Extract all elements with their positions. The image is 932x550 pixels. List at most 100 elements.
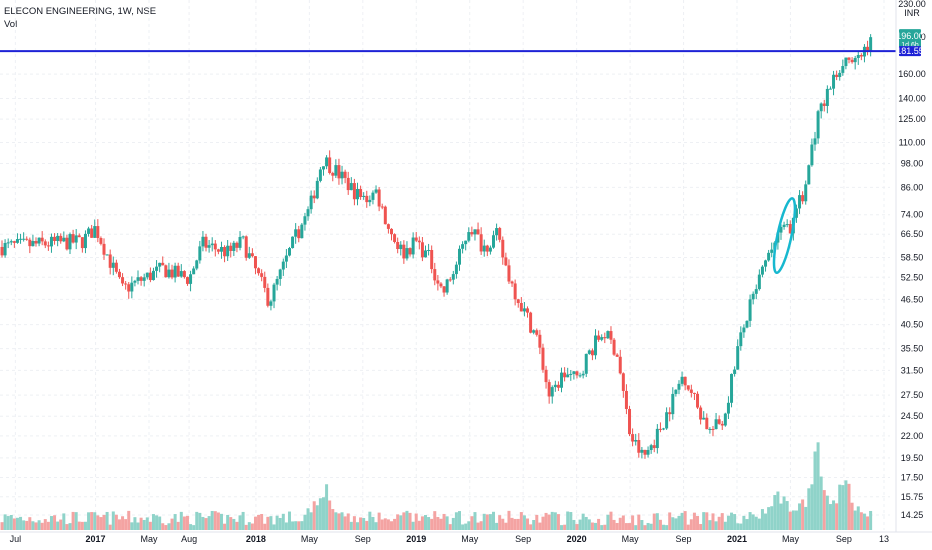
candle-body <box>343 171 347 178</box>
candle-body <box>232 242 236 251</box>
volume-bar <box>726 515 730 530</box>
candle-body <box>167 269 171 278</box>
price-axis[interactable]: INR 230.00 196.00 160.00 140.00 125.00 110.00… <box>895 0 926 532</box>
candle-body <box>643 449 647 455</box>
volume-bar <box>862 513 866 530</box>
volume-bar <box>352 516 356 530</box>
volume-bar <box>427 517 431 530</box>
volume-bar <box>405 510 409 530</box>
volume-bar <box>482 513 486 530</box>
candle-body <box>807 165 811 185</box>
volume-bar <box>49 516 53 530</box>
price-tick-label: 160.00 <box>898 69 926 79</box>
candle-body <box>328 157 332 174</box>
current-price-countdown: 1d 6h <box>901 42 919 49</box>
volume-bar <box>22 520 26 530</box>
volume-bar <box>247 522 251 530</box>
volume-bar <box>736 523 740 530</box>
candle-body <box>210 243 214 246</box>
volume-bar <box>547 514 551 530</box>
time-tick-label: May <box>140 534 158 544</box>
volume-bar <box>99 517 103 530</box>
candle-body <box>828 88 832 90</box>
volume-bar <box>318 498 322 530</box>
candle-body <box>111 262 115 268</box>
volume-bar <box>393 518 397 530</box>
volume-bar <box>127 510 131 530</box>
candle-body <box>482 245 486 252</box>
volume-bar <box>192 525 196 530</box>
candle-body <box>708 428 712 430</box>
volume-bar <box>451 517 455 530</box>
volume-bar <box>850 502 854 530</box>
volume-bar <box>788 511 792 530</box>
volume-bar <box>337 513 341 530</box>
volume-bar <box>785 501 789 530</box>
candle-body <box>563 372 567 378</box>
volume-indicator-label[interactable]: Vol <box>4 19 18 30</box>
candle-body <box>819 103 823 112</box>
time-axis[interactable]: Jul 2017 May Aug 2018 May Sep 2019 May Sep 2020 May… <box>0 531 932 544</box>
price-tick-label: 125.00 <box>898 114 926 124</box>
candle-body <box>590 350 594 356</box>
volume-bar <box>692 512 696 530</box>
candle-body <box>389 228 393 235</box>
volume-bar <box>238 515 242 530</box>
price-tick-label: 52.50 <box>901 272 924 282</box>
candle-body <box>597 335 601 340</box>
volume-bar <box>309 512 313 530</box>
candle-body <box>303 216 307 225</box>
volume-bar <box>853 510 857 530</box>
candle-body <box>686 385 690 390</box>
volume-bar <box>662 524 666 530</box>
candle-body <box>393 234 397 242</box>
candle-body <box>770 249 774 253</box>
volume-bar <box>813 451 817 530</box>
volume-bar <box>760 509 764 530</box>
candle-body <box>226 245 230 257</box>
candle-body <box>124 283 128 285</box>
candle-body <box>866 46 870 51</box>
candle-body <box>315 180 319 199</box>
candle-body <box>532 330 536 333</box>
price-tick-label: 22.00 <box>901 431 924 441</box>
volume-bar <box>597 518 601 530</box>
volume-bar <box>723 521 727 530</box>
candle-body <box>433 269 437 281</box>
volume-bar <box>501 518 505 530</box>
volume-bar <box>856 506 860 530</box>
candle-body <box>244 236 248 258</box>
candle-body <box>133 280 137 283</box>
candle-body <box>522 308 526 312</box>
volume-bar <box>37 520 41 530</box>
volume-bar <box>504 522 508 530</box>
candle-body <box>748 299 752 321</box>
volume-bar <box>832 500 836 530</box>
volume-bar <box>782 496 786 530</box>
candle-body <box>250 253 254 257</box>
candle-body <box>572 371 576 374</box>
candle-body <box>464 240 468 245</box>
volume-bar <box>374 522 378 530</box>
volume-bar <box>522 515 526 530</box>
volume-bar <box>9 515 13 530</box>
volume-bar <box>83 521 87 530</box>
candle-body <box>451 274 455 280</box>
volume-bar <box>263 523 267 530</box>
candle-body <box>201 236 205 247</box>
candle-body <box>856 55 860 58</box>
volume-bar <box>708 520 712 530</box>
volume-bar <box>34 522 38 530</box>
candle-body <box>96 226 100 238</box>
chart-title: ELECON ENGINEERING, 1W, NSE <box>4 6 157 17</box>
candle-body <box>77 235 81 238</box>
candle-body <box>263 276 267 288</box>
candle-body <box>788 224 792 234</box>
candle-body <box>782 224 786 228</box>
volume-bar <box>748 512 752 530</box>
volume-bar <box>835 503 839 530</box>
candle-body <box>108 254 112 268</box>
candle-body <box>130 282 134 292</box>
time-tick-label: 13 <box>879 534 889 544</box>
